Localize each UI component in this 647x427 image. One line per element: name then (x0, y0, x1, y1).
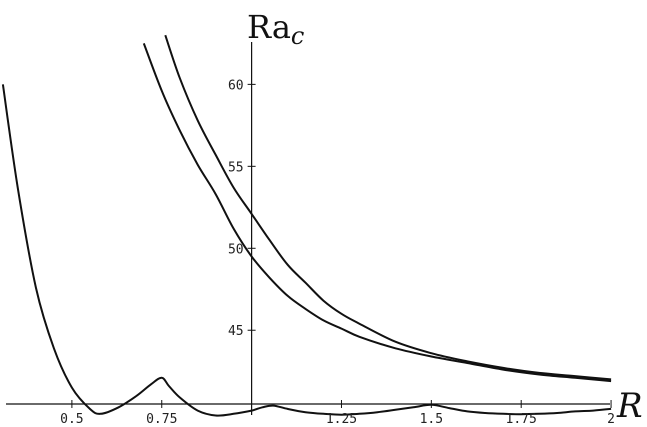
axes-layer: 0.5 0.75 1.25 1.5 1.75 2 45 50 55 60 (6, 42, 615, 427)
x-axis-title: R (616, 386, 643, 426)
x-tick-label: 1.5 (420, 412, 443, 427)
y-ticks: 45 50 55 60 (228, 78, 256, 339)
y-tick-label: 55 (228, 160, 244, 175)
series-line-1 (1, 84, 612, 417)
x-tick-label: 0.5 (60, 412, 83, 427)
y-axis-title: Rac (247, 8, 304, 50)
x-tick-label: 2 (607, 412, 615, 427)
y-tick-label: 60 (228, 78, 244, 93)
y-axis-title-sub: c (291, 22, 304, 50)
x-tick-label: 0.75 (146, 412, 177, 427)
x-ticks: 0.5 0.75 1.25 1.5 1.75 2 (60, 400, 615, 427)
y-tick-label: 50 (228, 242, 244, 257)
series-line-2 (142, 43, 612, 383)
y-tick-label: 45 (228, 324, 244, 339)
y-axis-title-main: Ra (247, 8, 291, 46)
x-tick-label: 1.25 (326, 412, 357, 427)
x-tick-label: 1.75 (506, 412, 537, 427)
curves-layer (1, 34, 612, 417)
series-line-3 (164, 34, 612, 381)
